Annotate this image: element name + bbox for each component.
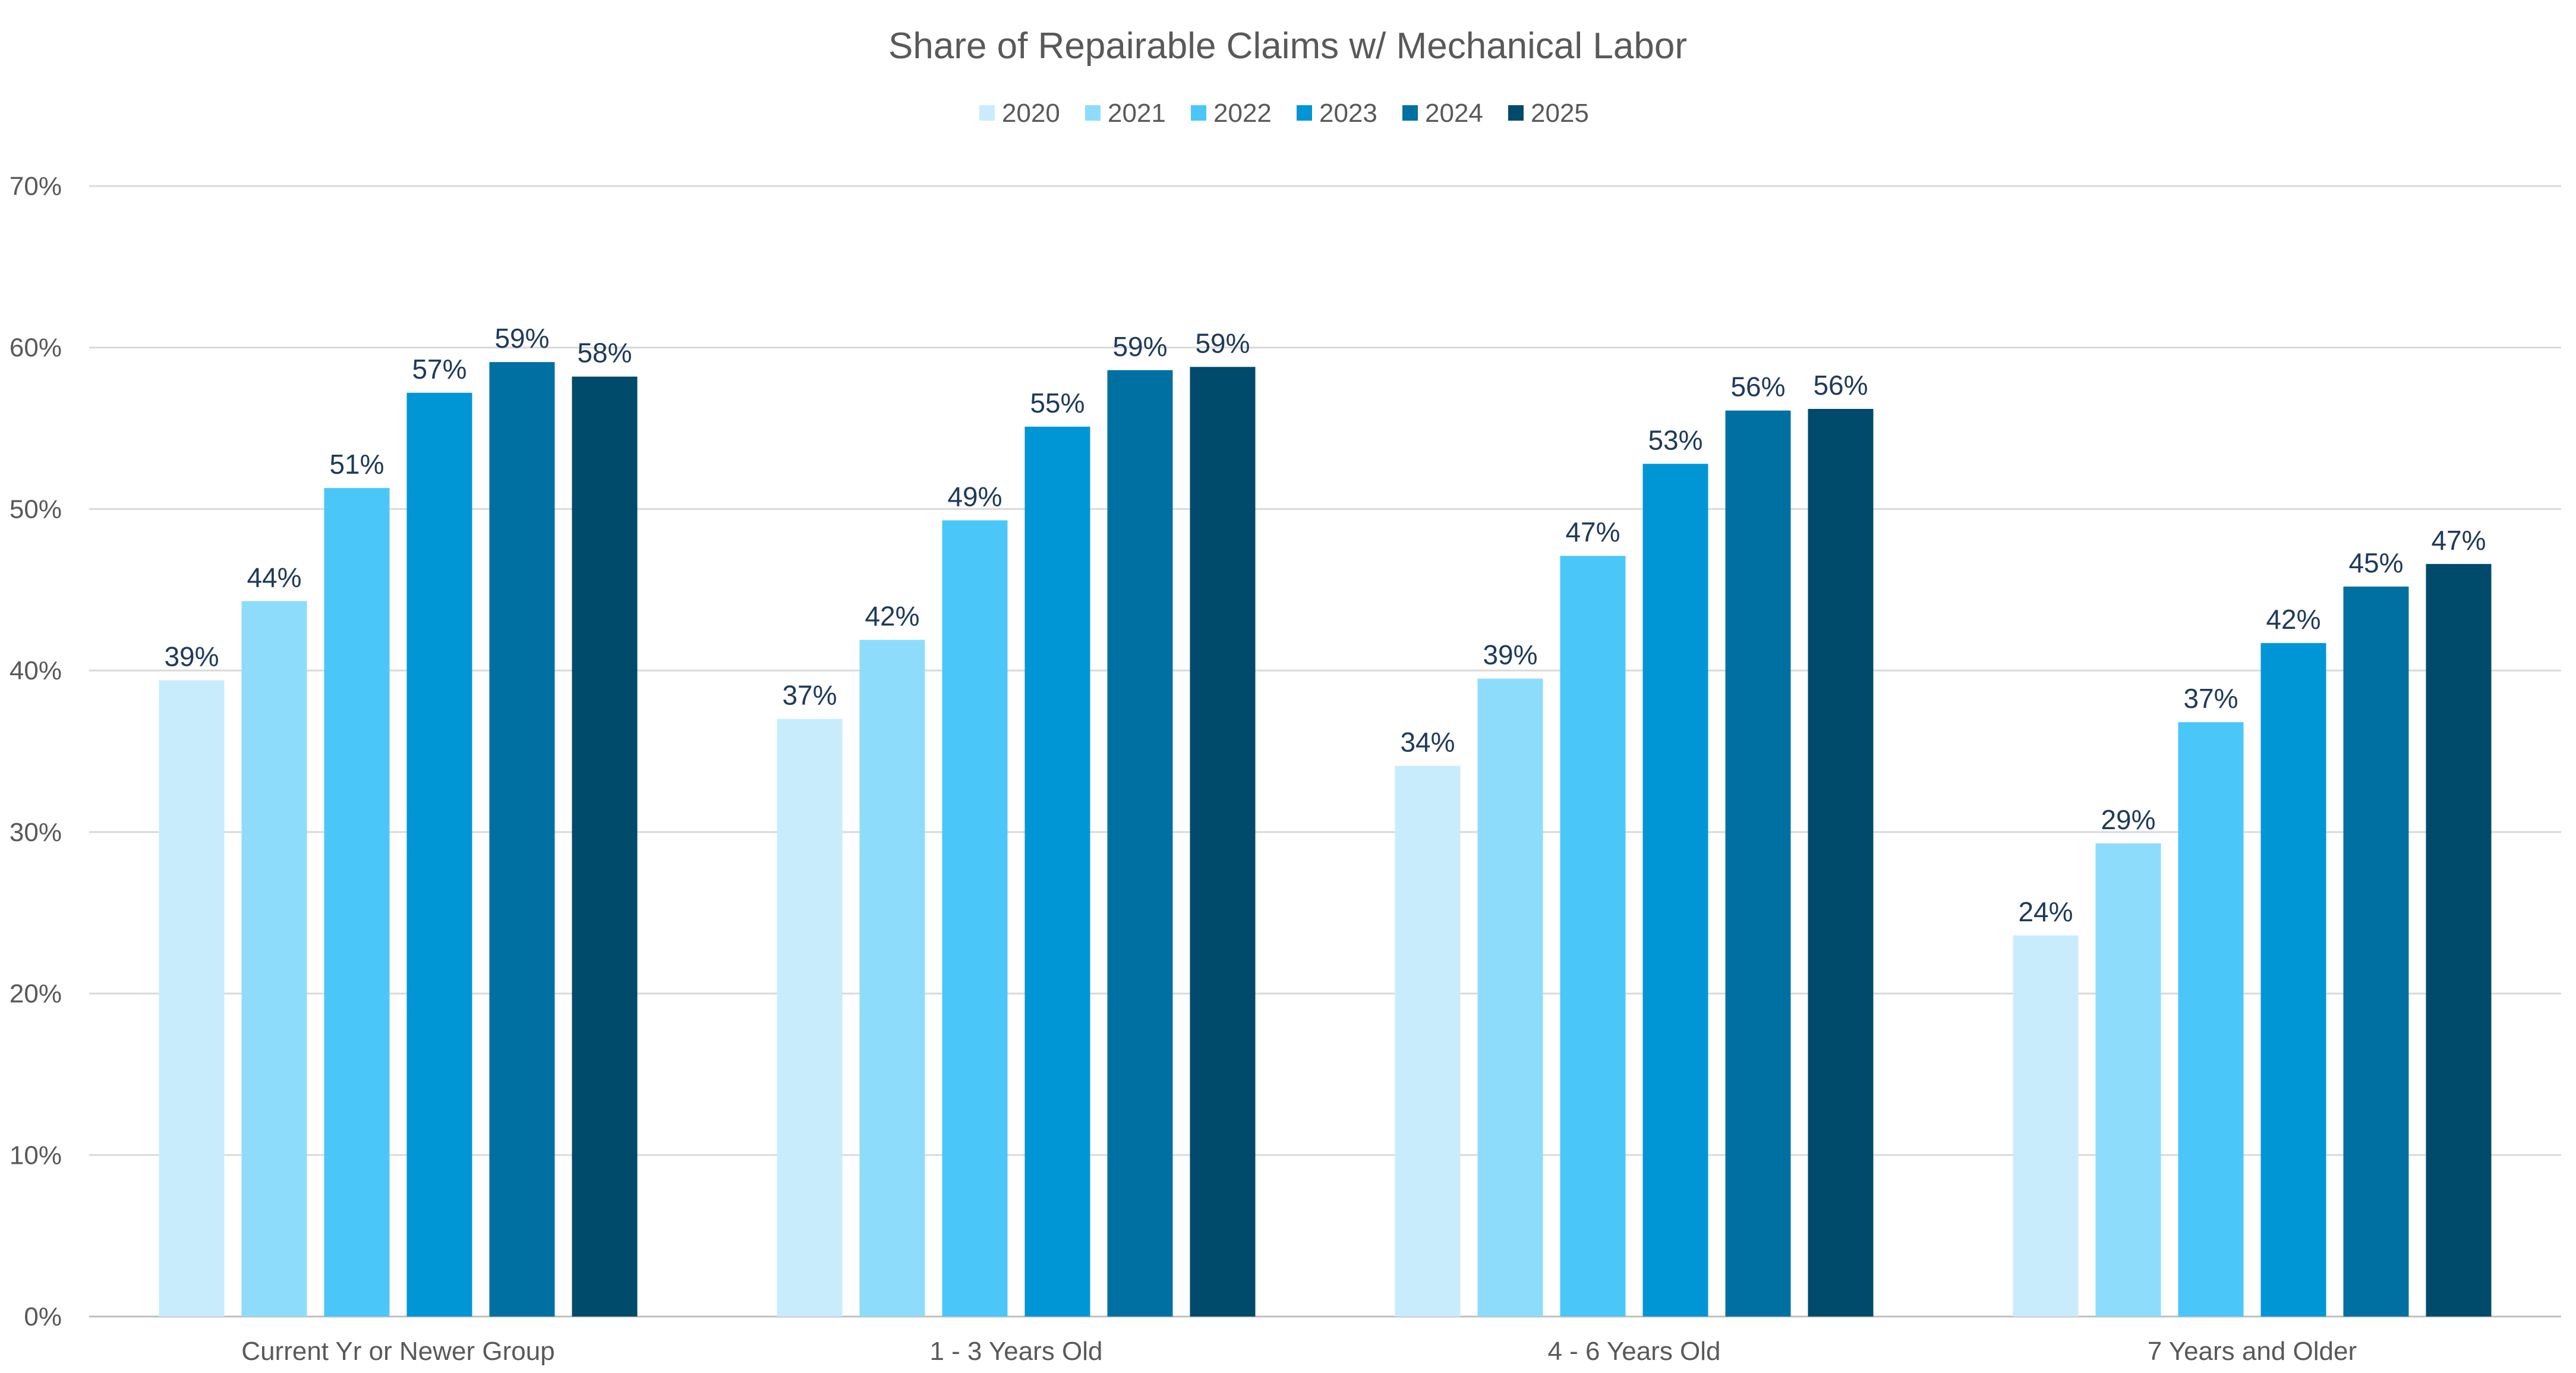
data-label: 37% (782, 680, 837, 711)
legend-label: 2025 (1531, 99, 1589, 128)
bar-2021-1 (859, 640, 925, 1317)
y-axis: 0% 10% 20% 30% 40% 50% 60% 70% (10, 172, 62, 1331)
legend-swatch-2020 (979, 105, 995, 121)
bar-2022-1 (942, 520, 1008, 1317)
x-category-label: 1 - 3 Years Old (929, 1337, 1102, 1366)
data-label: 47% (1565, 517, 1620, 547)
data-label: 39% (1483, 640, 1537, 670)
bar-2021-3 (2095, 843, 2161, 1317)
legend-label: 2023 (1319, 99, 1377, 128)
data-label: 47% (2431, 525, 2486, 556)
data-label: 51% (329, 449, 384, 480)
data-label: 56% (1813, 370, 1868, 401)
data-label: 34% (1400, 726, 1455, 757)
data-label: 45% (2348, 547, 2403, 578)
data-label: 58% (577, 338, 632, 369)
legend-label: 2022 (1213, 99, 1272, 128)
legend-label: 2021 (1108, 99, 1166, 128)
bar-2025-2 (1808, 408, 1874, 1317)
data-label: 37% (2183, 683, 2238, 714)
y-tick-label: 10% (10, 1141, 62, 1170)
bar-2021-2 (1477, 678, 1543, 1317)
y-tick-label: 70% (10, 172, 62, 201)
bar-2022-2 (1560, 556, 1626, 1317)
data-label: 42% (2266, 604, 2320, 635)
bar-2020-3 (2013, 935, 2079, 1317)
legend-label: 2020 (1002, 99, 1060, 128)
bar-2023-1 (1024, 426, 1090, 1317)
bar-2020-1 (777, 719, 843, 1317)
legend-swatch-2021 (1085, 105, 1101, 121)
bar-2022-0 (324, 488, 390, 1317)
data-label: 53% (1648, 424, 1702, 455)
y-tick-label: 20% (10, 980, 62, 1009)
bar-2020-2 (1395, 766, 1461, 1317)
data-label: 55% (1030, 388, 1084, 418)
x-category-label: 4 - 6 Years Old (1547, 1337, 1720, 1366)
bar-2020-0 (159, 680, 225, 1317)
x-category-label: Current Yr or Newer Group (241, 1337, 554, 1366)
chart-title: Share of Repairable Claims w/ Mechanical… (888, 26, 1687, 67)
bar-2023-0 (406, 392, 472, 1317)
y-tick-label: 0% (24, 1302, 62, 1331)
data-label: 49% (947, 481, 1002, 512)
legend: 2020 2021 2022 2023 2024 2025 (979, 99, 1589, 128)
data-label: 24% (2018, 896, 2073, 927)
data-label: 29% (2101, 804, 2155, 835)
bar-2022-3 (2178, 722, 2244, 1317)
y-tick-label: 50% (10, 495, 62, 524)
data-label: 59% (1195, 327, 1250, 358)
data-label: 59% (1112, 331, 1167, 362)
legend-swatch-2022 (1191, 105, 1206, 121)
data-label: 56% (1730, 371, 1785, 402)
y-tick-label: 60% (10, 333, 62, 363)
bar-2023-2 (1642, 464, 1708, 1317)
bar-2024-1 (1107, 370, 1173, 1317)
legend-swatch-2023 (1297, 105, 1312, 121)
bar-2024-0 (489, 362, 555, 1317)
legend-label: 2024 (1425, 99, 1483, 128)
y-tick-label: 30% (10, 818, 62, 847)
data-labels: 39% 44% 51% 57% 59% 58% 37% 42% 49% 55% 59% 59% 34% 3… (164, 323, 2486, 927)
data-label: 59% (494, 323, 549, 354)
x-category-label: 7 Years and Older (2148, 1337, 2357, 1366)
bar-2023-3 (2260, 643, 2326, 1317)
bar-2024-2 (1725, 410, 1791, 1317)
bars (159, 362, 2492, 1317)
legend-swatch-2024 (1402, 105, 1418, 121)
data-label: 57% (412, 354, 466, 385)
data-label: 39% (164, 641, 219, 672)
data-label: 44% (247, 562, 301, 593)
bar-2025-3 (2426, 563, 2492, 1317)
legend-swatch-2025 (1508, 105, 1524, 121)
bar-2025-1 (1190, 367, 1256, 1317)
data-label: 42% (865, 601, 919, 632)
bar-2021-0 (241, 601, 307, 1317)
y-tick-label: 40% (10, 656, 62, 685)
x-axis: Current Yr or Newer Group 1 - 3 Years Old… (241, 1337, 2357, 1366)
bar-2025-0 (572, 376, 638, 1317)
bar-2024-3 (2343, 586, 2409, 1317)
